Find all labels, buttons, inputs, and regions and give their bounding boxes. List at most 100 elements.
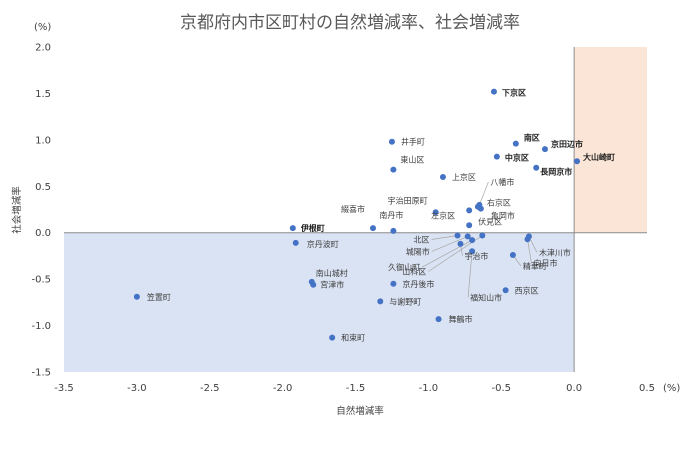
data-point xyxy=(329,334,336,341)
point-label: 宇治市 xyxy=(464,251,488,261)
data-point xyxy=(369,225,376,232)
x-tick-label: -0.5 xyxy=(491,383,511,394)
point-label: 伏見区 xyxy=(478,216,502,226)
data-point xyxy=(289,225,296,232)
leader-line xyxy=(527,239,532,264)
point-label: 東山区 xyxy=(400,155,424,165)
point-label: 笠置町 xyxy=(147,292,171,302)
data-point xyxy=(390,166,397,173)
point-label: 亀岡市 xyxy=(491,211,515,221)
point-label: 八幡市 xyxy=(490,177,514,187)
point-label: 大山崎町 xyxy=(583,152,615,162)
x-unit-label: (%) xyxy=(663,383,680,394)
point-label: 右京区 xyxy=(487,198,511,208)
data-point xyxy=(533,164,540,171)
point-label: 福知山市 xyxy=(470,292,502,302)
point-label: 京丹後市 xyxy=(402,279,434,289)
point-label: 宇治田原町 xyxy=(388,195,428,205)
data-point xyxy=(310,281,317,288)
point-label: 南山城村 xyxy=(316,268,348,278)
x-tick-label: 0.5 xyxy=(639,383,655,394)
point-label: 北区 xyxy=(414,236,430,245)
point-label: 木津川市 xyxy=(539,247,571,257)
point-label: 与謝野町 xyxy=(389,296,421,306)
point-label: 西京区 xyxy=(515,285,539,295)
data-point xyxy=(479,232,486,239)
data-point xyxy=(512,140,519,147)
y-tick-label: 1.0 xyxy=(35,135,51,146)
data-point xyxy=(292,239,299,246)
x-tick-label: -2.0 xyxy=(273,383,293,394)
data-point xyxy=(509,252,516,258)
x-tick-label: -3.0 xyxy=(127,383,147,394)
y-axis-title: 社会増減率 xyxy=(11,186,23,234)
x-tick-label: -3.5 xyxy=(54,383,74,394)
positive-region xyxy=(574,47,647,233)
data-point xyxy=(439,174,446,180)
y-tick-label: 1.5 xyxy=(35,89,51,100)
data-point xyxy=(457,240,464,247)
point-label: 下京区 xyxy=(502,88,526,98)
data-point xyxy=(469,248,476,255)
data-point xyxy=(490,88,497,95)
data-point xyxy=(466,207,473,214)
y-tick-label: 2.0 xyxy=(35,43,51,54)
x-tick-label: -2.5 xyxy=(200,383,220,394)
y-tick-label: 0.0 xyxy=(35,228,51,239)
point-label: 城陽市 xyxy=(406,246,430,256)
point-label: 久御山町 xyxy=(388,262,420,272)
leader-line xyxy=(431,235,458,240)
point-label: 向日市 xyxy=(533,258,557,268)
data-point xyxy=(464,233,471,240)
point-label: 井手町 xyxy=(401,137,425,147)
point-label: 左京区 xyxy=(431,210,455,220)
data-point xyxy=(466,222,473,229)
point-label: 精華町 xyxy=(523,261,547,271)
data-point xyxy=(377,298,384,305)
x-axis-title: 自然増減率 xyxy=(336,405,384,417)
data-point xyxy=(435,316,442,323)
y-tick-label: -1.0 xyxy=(31,321,51,332)
data-point xyxy=(524,236,531,243)
negative-region xyxy=(64,232,575,372)
data-point xyxy=(493,153,500,160)
data-point xyxy=(432,209,439,216)
point-label: 舞鶴市 xyxy=(449,314,473,324)
point-label: 宮津市 xyxy=(320,280,344,290)
data-point xyxy=(574,158,581,165)
point-label: 上京区 xyxy=(452,172,476,182)
point-label: 綴喜市 xyxy=(341,204,365,214)
point-label: 京丹波町 xyxy=(307,239,339,249)
point-label: 京田辺市 xyxy=(551,139,583,149)
data-point xyxy=(388,138,395,145)
y-tick-label: -0.5 xyxy=(31,275,51,286)
data-point xyxy=(477,205,484,212)
point-label: 南丹市 xyxy=(379,210,403,220)
data-point xyxy=(454,232,461,239)
x-tick-label: -1.5 xyxy=(346,383,366,394)
point-label: 伊根町 xyxy=(300,223,325,233)
data-point xyxy=(469,237,476,244)
data-point xyxy=(133,293,140,300)
data-point xyxy=(502,287,509,294)
data-point xyxy=(541,146,548,153)
axes: -3.5 -3.0 -2.5 -2.0 -1.5 -1.0 -0.5 0.0 0.5 2.0 1.5… xyxy=(31,43,654,395)
leader-line xyxy=(479,181,489,205)
leader-line xyxy=(421,239,473,268)
data-point xyxy=(390,227,397,234)
point-label: 長岡京市 xyxy=(540,167,572,177)
leader-line xyxy=(467,251,473,298)
data-point xyxy=(390,280,397,287)
y-unit-label: (%) xyxy=(34,22,51,33)
point-label: 中京区 xyxy=(505,153,529,163)
x-tick-label: -1.0 xyxy=(419,383,439,394)
x-tick-label: 0.0 xyxy=(566,383,582,394)
data-points xyxy=(133,88,581,341)
point-label: 山科区 xyxy=(402,267,426,277)
y-tick-label: 0.5 xyxy=(35,182,51,193)
chart-title: 京都府内市区町村の自然増減率、社会増減率 xyxy=(180,13,520,33)
leader-line xyxy=(431,236,468,252)
